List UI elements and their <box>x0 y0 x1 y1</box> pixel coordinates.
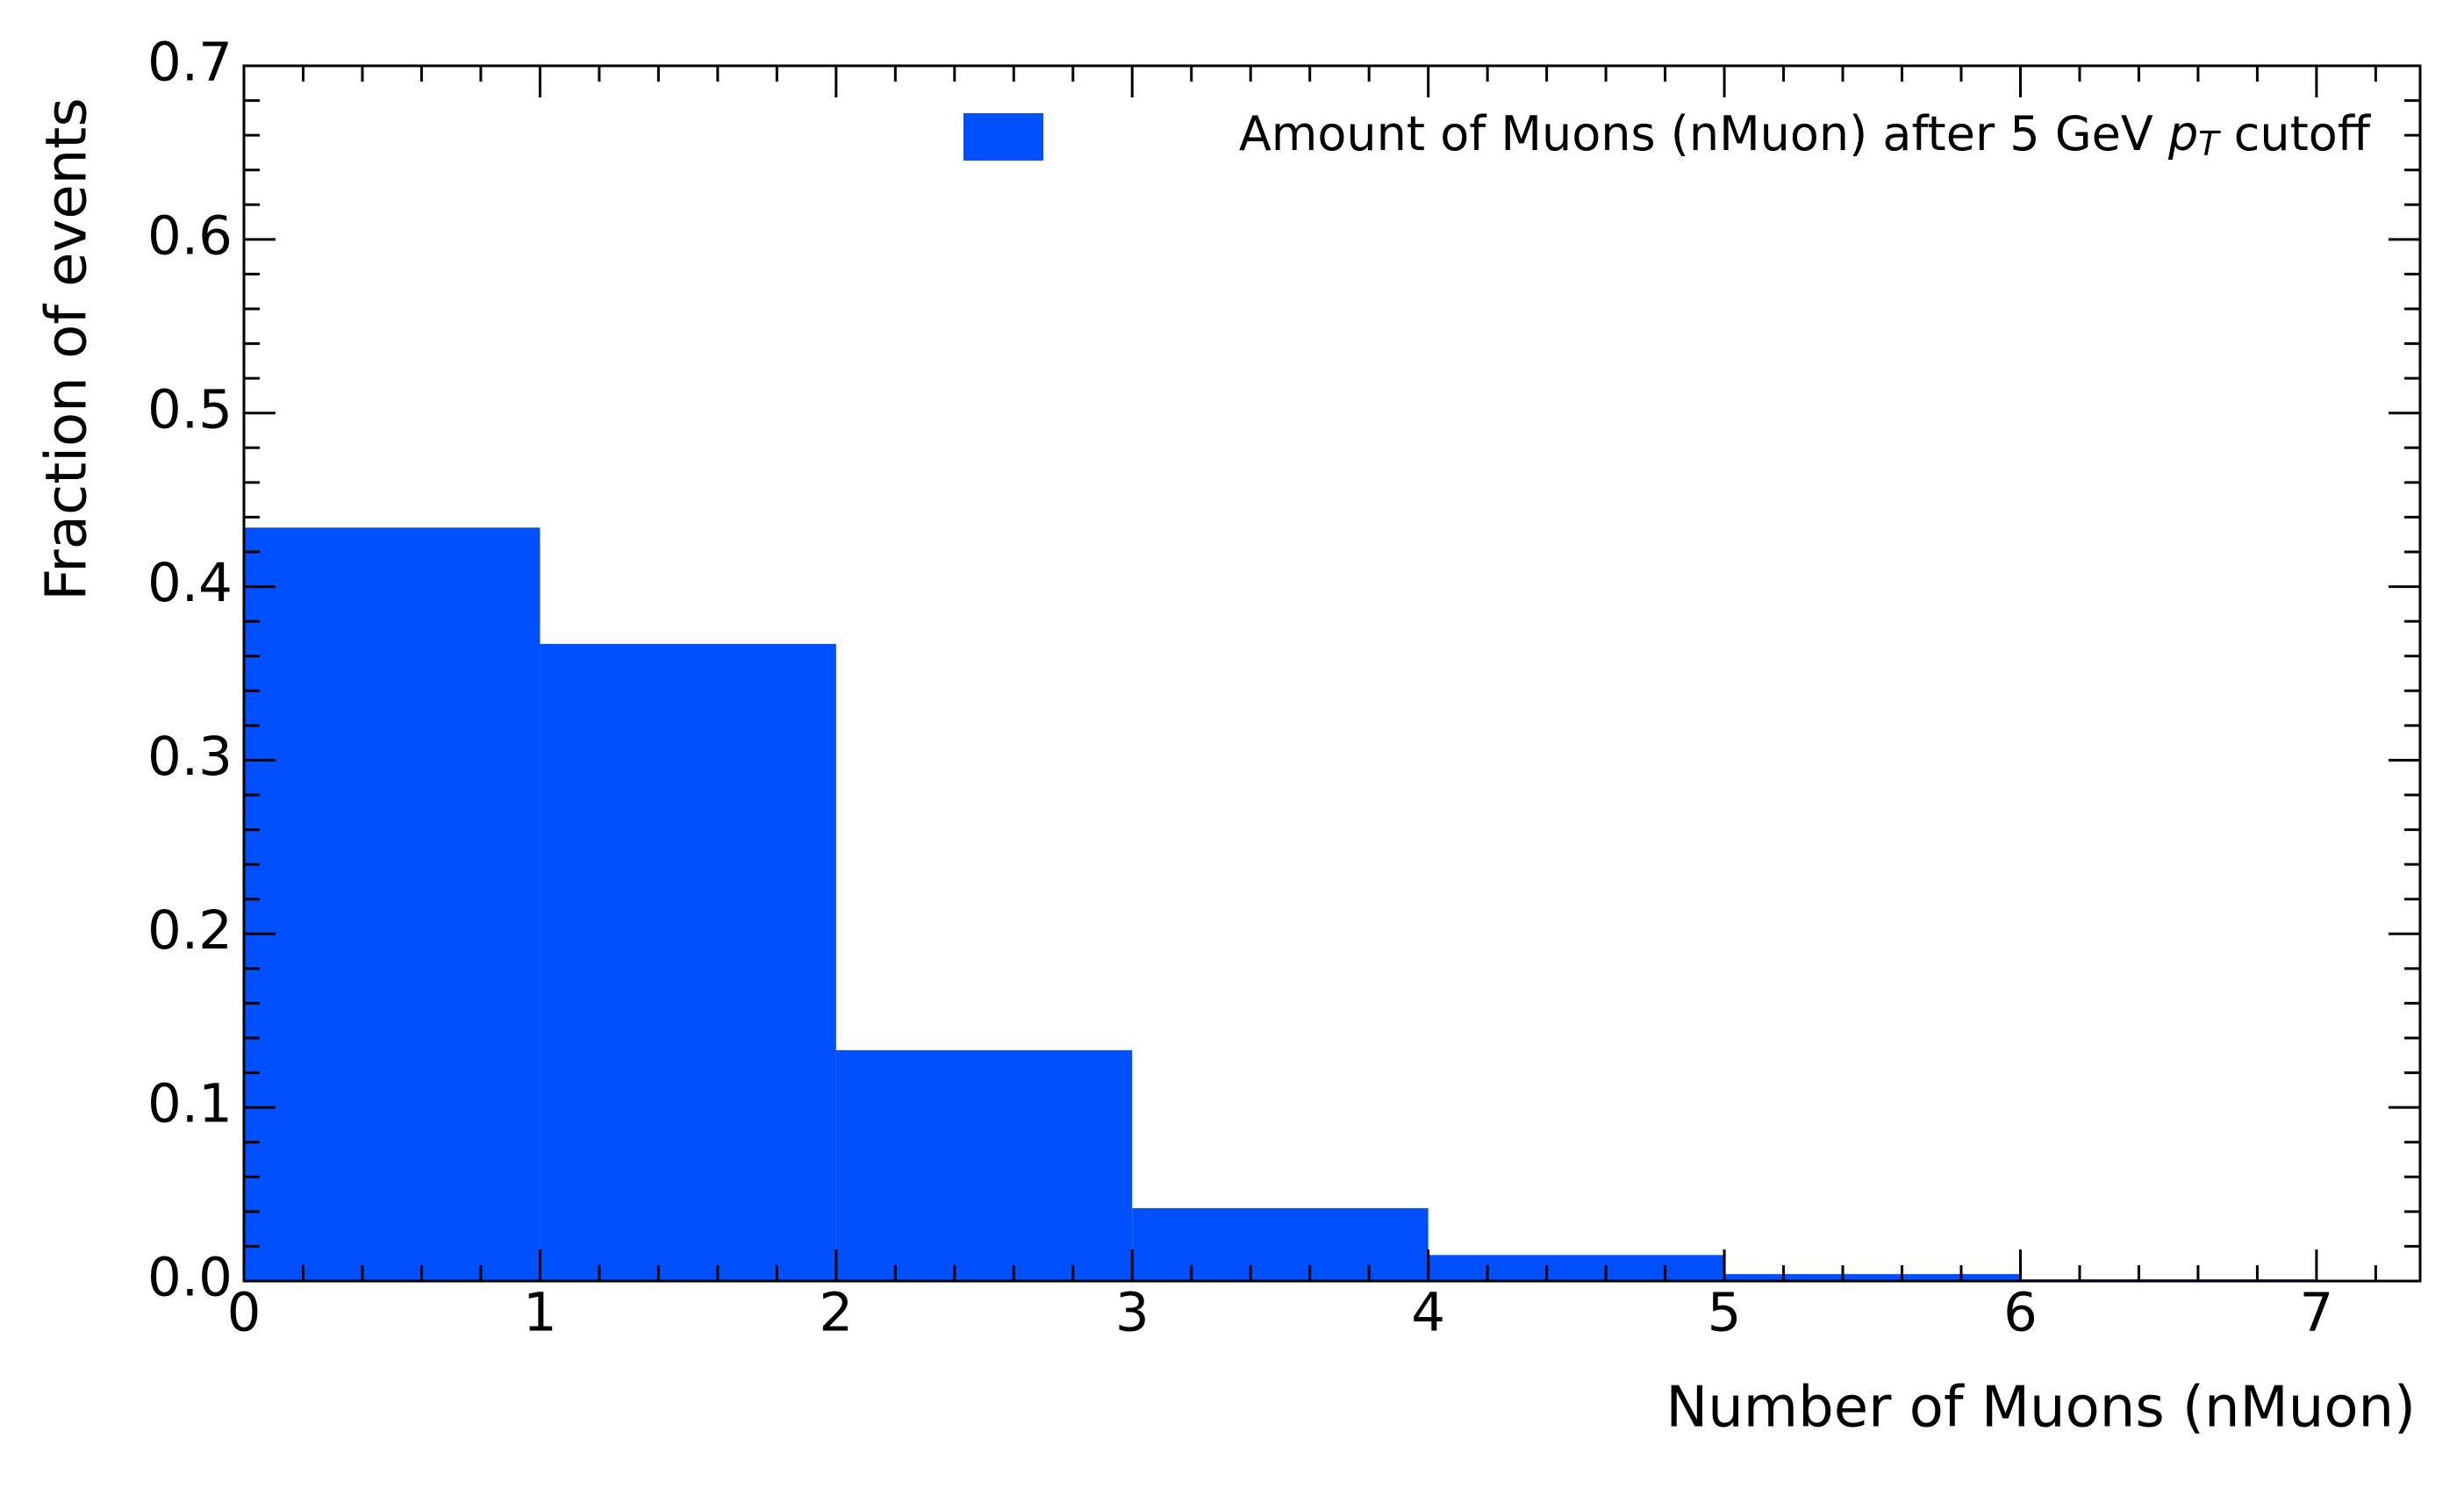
x-tick-label: 6 <box>2003 1282 2038 1344</box>
bar <box>244 527 541 1281</box>
x-tick-label: 1 <box>523 1282 557 1344</box>
legend-swatch <box>963 113 1043 161</box>
x-axis-label: Number of Muons (nMuon) <box>1665 1376 2416 1441</box>
x-tick-label: 7 <box>2299 1282 2333 1344</box>
y-tick-label: 0.2 <box>147 899 233 962</box>
y-tick-label: 0.5 <box>147 378 233 440</box>
y-tick-label: 0.3 <box>147 726 233 788</box>
y-tick-label: 0.6 <box>147 204 233 267</box>
y-tick-label: 0.7 <box>147 32 233 94</box>
x-tick-label: 5 <box>1708 1282 1742 1344</box>
bar <box>835 1049 1133 1281</box>
bar <box>1428 1255 1725 1281</box>
y-tick-label: 0.1 <box>147 1073 233 1135</box>
y-tick-label: 0.0 <box>147 1247 233 1309</box>
bar <box>540 643 836 1281</box>
x-tick-label: 2 <box>819 1282 853 1344</box>
x-tick-label: 0 <box>227 1282 261 1344</box>
bar <box>1724 1274 2021 1281</box>
x-tick-label: 4 <box>1411 1282 1445 1344</box>
legend-label: Amount of Muons (nMuon) after 5 GeV pT c… <box>1239 106 2372 163</box>
y-tick-label: 0.4 <box>147 552 233 614</box>
bar <box>1132 1207 1429 1281</box>
plot-frame <box>242 64 2422 1283</box>
x-tick-label: 3 <box>1115 1282 1150 1344</box>
y-axis-label: Fraction of events <box>35 97 100 600</box>
